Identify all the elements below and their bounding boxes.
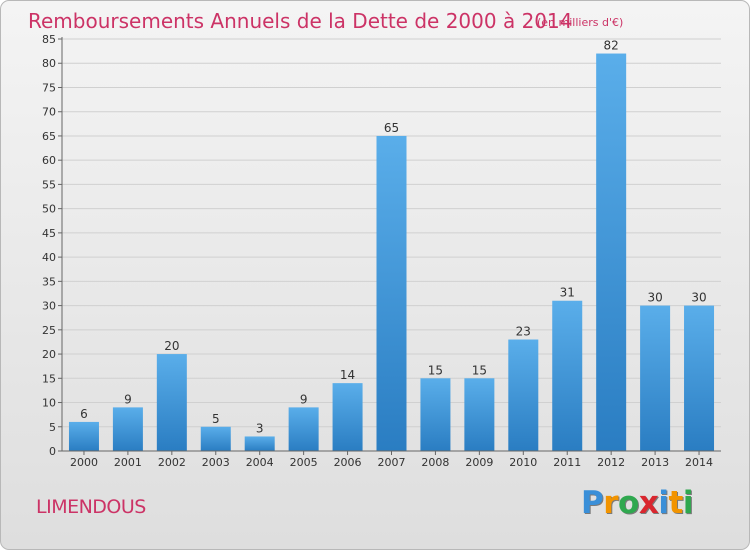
bar[interactable] xyxy=(156,354,187,451)
data-label: 9 xyxy=(300,392,308,406)
y-tick-label: 30 xyxy=(42,300,56,313)
bars: 6 9 20 5 3 9 14 65 15 15 23 31 82 30 30 xyxy=(68,39,715,452)
x-tick-label: 2000 xyxy=(70,456,98,469)
bar[interactable] xyxy=(464,378,495,451)
logo-letter: r xyxy=(603,485,619,521)
x-tick-label: 2009 xyxy=(465,456,493,469)
y-tick-label: 75 xyxy=(42,81,56,94)
y-tick-label: 10 xyxy=(42,397,56,410)
x-tick-label: 2014 xyxy=(685,456,713,469)
data-label: 5 xyxy=(212,412,220,426)
y-tick-label: 70 xyxy=(42,106,56,119)
x-tick-label: 2004 xyxy=(246,456,274,469)
data-label: 15 xyxy=(428,363,443,377)
x-tick-label: 2003 xyxy=(202,456,230,469)
bar[interactable] xyxy=(596,53,627,452)
y-tick-label: 50 xyxy=(42,203,56,216)
logo-letter: i xyxy=(658,485,669,521)
data-label: 20 xyxy=(164,339,179,353)
bar[interactable] xyxy=(112,407,143,451)
y-tick-label: 85 xyxy=(42,33,56,46)
y-tick-label: 20 xyxy=(42,348,56,361)
bar[interactable] xyxy=(376,135,407,452)
data-label: 82 xyxy=(604,39,619,53)
data-label: 15 xyxy=(472,363,487,377)
x-tick-label: 2006 xyxy=(334,456,362,469)
y-tick-label: 80 xyxy=(42,57,56,70)
y-tick-label: 35 xyxy=(42,275,56,288)
logo-letter: o xyxy=(618,485,639,521)
chart-subtitle: (en milliers d'€) xyxy=(537,16,624,29)
data-label: 3 xyxy=(256,421,264,435)
bar[interactable] xyxy=(332,383,363,451)
data-label: 30 xyxy=(691,291,706,305)
x-tick-label: 2002 xyxy=(158,456,186,469)
bar[interactable] xyxy=(244,436,275,451)
proxiti-logo[interactable]: Proxiti xyxy=(581,485,693,521)
x-tick-label: 2012 xyxy=(597,456,625,469)
x-tick-label: 2013 xyxy=(641,456,669,469)
x-tick-label: 2008 xyxy=(421,456,449,469)
data-label: 23 xyxy=(516,325,531,339)
chart-title: Remboursements Annuels de la Dette de 20… xyxy=(28,9,573,33)
bar[interactable] xyxy=(68,421,99,451)
commune-name: LIMENDOUS xyxy=(36,496,146,518)
logo-letter: P xyxy=(581,485,604,521)
bar[interactable] xyxy=(684,305,715,451)
data-label: 65 xyxy=(384,121,399,135)
y-tick-label: 25 xyxy=(42,324,56,337)
data-label: 6 xyxy=(80,407,88,421)
logo-letter: i xyxy=(682,485,694,521)
bar[interactable] xyxy=(552,300,583,451)
y-tick-label: 55 xyxy=(42,178,56,191)
data-label: 14 xyxy=(340,368,355,382)
bar[interactable] xyxy=(200,426,231,451)
data-label: 9 xyxy=(124,392,132,406)
logo-letter: t xyxy=(668,485,683,521)
y-tick-label: 0 xyxy=(49,445,56,458)
x-tick-label: 2010 xyxy=(509,456,537,469)
data-label: 30 xyxy=(647,291,662,305)
logo-letter: x xyxy=(638,485,659,521)
x-tick-label: 2007 xyxy=(378,456,406,469)
data-label: 31 xyxy=(560,286,575,300)
bar[interactable] xyxy=(508,339,539,451)
bar[interactable] xyxy=(288,407,319,451)
y-tick-label: 5 xyxy=(49,421,56,434)
bar[interactable] xyxy=(640,305,671,451)
y-tick-label: 65 xyxy=(42,130,56,143)
x-tick-label: 2005 xyxy=(290,456,318,469)
y-tick-label: 40 xyxy=(42,251,56,264)
bar[interactable] xyxy=(420,378,451,451)
y-tick-label: 15 xyxy=(42,372,56,385)
x-tick-label: 2011 xyxy=(553,456,581,469)
y-tick-label: 45 xyxy=(42,227,56,240)
y-tick-label: 60 xyxy=(42,154,56,167)
x-tick-label: 2001 xyxy=(114,456,142,469)
